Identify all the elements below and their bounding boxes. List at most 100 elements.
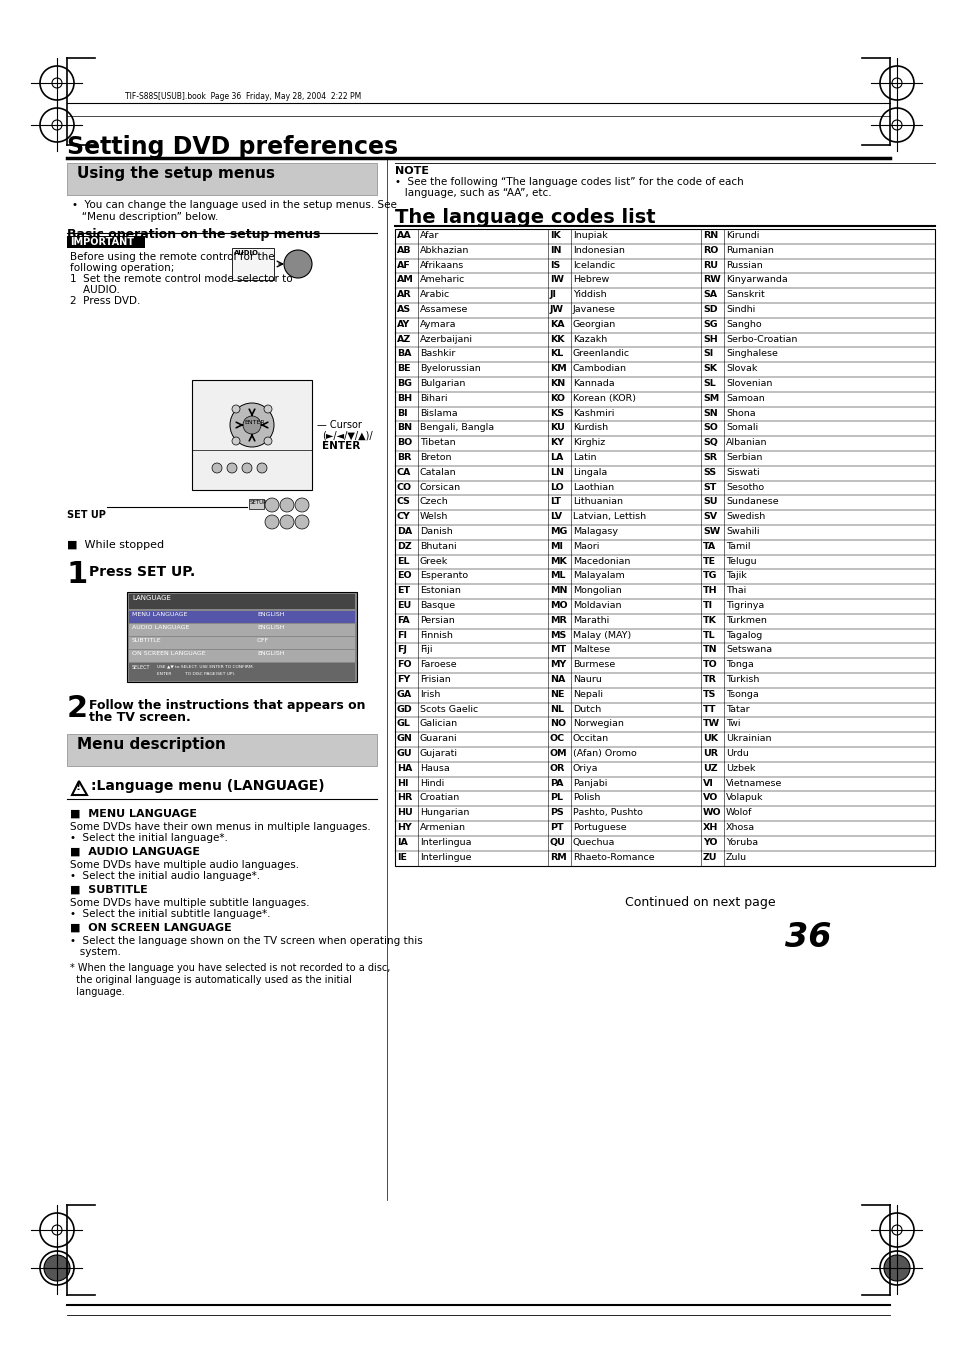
Text: Tajik: Tajik [725, 571, 746, 581]
Text: TL: TL [702, 631, 715, 639]
Text: MI: MI [550, 542, 562, 551]
Text: SW: SW [702, 527, 720, 536]
Text: PT: PT [550, 823, 563, 832]
Text: TO: TO [702, 661, 717, 669]
Text: TK: TK [702, 616, 716, 624]
Text: Latvian, Lettish: Latvian, Lettish [573, 512, 645, 521]
Text: ENTER: ENTER [322, 440, 360, 451]
Text: SN: SN [702, 408, 717, 417]
Text: Corsican: Corsican [419, 482, 460, 492]
Text: Press SET UP.: Press SET UP. [89, 565, 195, 580]
Text: RN: RN [702, 231, 718, 240]
Text: Menu description: Menu description [77, 738, 226, 753]
Text: language.: language. [70, 988, 125, 997]
Text: Zulu: Zulu [725, 852, 746, 862]
Text: PA: PA [550, 778, 563, 788]
Bar [129, 663, 355, 681]
Text: JW: JW [550, 305, 563, 313]
Text: Ameharic: Ameharic [419, 276, 465, 285]
Text: LO: LO [550, 482, 563, 492]
Text: (►/◄/▼/▲)/: (►/◄/▼/▲)/ [322, 431, 373, 440]
Text: Continued on next page: Continued on next page [624, 897, 775, 909]
Text: BH: BH [396, 393, 412, 403]
Text: SUBTITLE: SUBTITLE [132, 638, 161, 643]
Text: ■  SUBTITLE: ■ SUBTITLE [70, 885, 148, 894]
Text: Faroese: Faroese [419, 661, 456, 669]
Text: RM: RM [550, 852, 566, 862]
Text: ■  MENU LANGUAGE: ■ MENU LANGUAGE [70, 809, 196, 819]
Text: Tagalog: Tagalog [725, 631, 761, 639]
Text: 2: 2 [67, 694, 88, 723]
Text: KA: KA [550, 320, 564, 328]
Text: Gujarati: Gujarati [419, 748, 457, 758]
Text: Breton: Breton [419, 453, 451, 462]
Text: Sundanese: Sundanese [725, 497, 778, 507]
Text: Turkmen: Turkmen [725, 616, 766, 624]
Text: Welsh: Welsh [419, 512, 448, 521]
Text: Uzbek: Uzbek [725, 763, 755, 773]
Text: KU: KU [550, 423, 564, 432]
Text: KK: KK [550, 335, 564, 343]
Text: KS: KS [550, 408, 563, 417]
Bar [129, 638, 355, 648]
Text: VO: VO [702, 793, 718, 802]
Text: Some DVDs have multiple subtitle languages.: Some DVDs have multiple subtitle languag… [70, 898, 309, 908]
Text: Turkish: Turkish [725, 676, 759, 684]
Text: 2  Press DVD.: 2 Press DVD. [70, 296, 140, 305]
Text: •  Select the language shown on the TV screen when operating this: • Select the language shown on the TV sc… [70, 936, 422, 946]
Text: •  Select the initial subtitle language*.: • Select the initial subtitle language*. [70, 909, 271, 919]
Text: LT: LT [550, 497, 560, 507]
Text: Georgian: Georgian [573, 320, 616, 328]
Text: •  Select the initial language*.: • Select the initial language*. [70, 834, 228, 843]
Text: Occitan: Occitan [573, 734, 608, 743]
Text: KM: KM [550, 365, 566, 373]
Text: AM: AM [396, 276, 414, 285]
Text: AS: AS [396, 305, 411, 313]
Text: Hindi: Hindi [419, 778, 444, 788]
Text: TS: TS [702, 690, 716, 698]
Text: ENTER          TO DISC PAGE(SET UP).: ENTER TO DISC PAGE(SET UP). [157, 671, 235, 676]
Text: Burmese: Burmese [573, 661, 615, 669]
Text: ZU: ZU [702, 852, 717, 862]
Text: Czech: Czech [419, 497, 448, 507]
Text: Basque: Basque [419, 601, 455, 611]
Bar [395, 230, 934, 866]
Text: IK: IK [550, 231, 560, 240]
Text: Yoruba: Yoruba [725, 838, 758, 847]
Circle shape [232, 436, 240, 444]
Text: OR: OR [550, 763, 565, 773]
Text: BI: BI [396, 408, 407, 417]
Polygon shape [71, 781, 87, 794]
Text: AB: AB [396, 246, 411, 255]
Text: CY: CY [396, 512, 411, 521]
Text: Using the setup menus: Using the setup menus [77, 166, 274, 181]
Text: Inupiak: Inupiak [573, 231, 607, 240]
Text: Sindhi: Sindhi [725, 305, 755, 313]
Text: AUDIO LANGUAGE: AUDIO LANGUAGE [132, 626, 190, 630]
Text: Russian: Russian [725, 261, 762, 270]
Text: Hausa: Hausa [419, 763, 449, 773]
Text: AUDIO.: AUDIO. [70, 285, 120, 295]
Text: •  You can change the language used in the setup menus. See: • You can change the language used in th… [71, 200, 396, 209]
Text: Somali: Somali [725, 423, 758, 432]
Text: Interlingue: Interlingue [419, 852, 471, 862]
Text: Kirghiz: Kirghiz [573, 438, 604, 447]
Text: following operation;: following operation; [70, 263, 174, 273]
Text: YO: YO [702, 838, 717, 847]
Text: AY: AY [396, 320, 410, 328]
Text: WO: WO [702, 808, 720, 817]
Text: SO: SO [702, 423, 717, 432]
Text: EO: EO [396, 571, 411, 581]
Text: ML: ML [550, 571, 565, 581]
Text: Bislama: Bislama [419, 408, 457, 417]
Text: Tonga: Tonga [725, 661, 753, 669]
Text: HY: HY [396, 823, 412, 832]
Text: HI: HI [396, 778, 408, 788]
Text: TIF-S88S[USUB].book  Page 36  Friday, May 28, 2004  2:22 PM: TIF-S88S[USUB].book Page 36 Friday, May … [125, 92, 361, 101]
Text: BA: BA [396, 350, 411, 358]
Text: Dutch: Dutch [573, 705, 600, 713]
Text: QU: QU [550, 838, 565, 847]
Text: Indonesian: Indonesian [573, 246, 624, 255]
Text: VI: VI [702, 778, 713, 788]
Text: AR: AR [396, 290, 411, 299]
